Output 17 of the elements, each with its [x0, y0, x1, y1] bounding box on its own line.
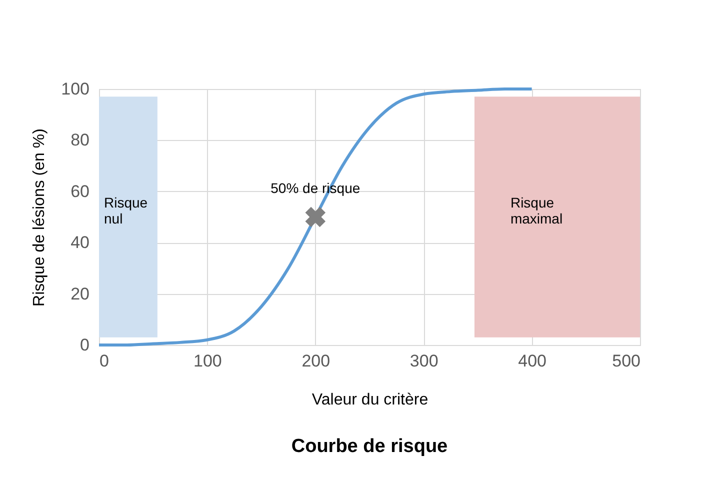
x-tick-label: 400: [518, 352, 546, 370]
y-tick-label: 60: [70, 182, 90, 201]
y-axis-title: Risque de lésions (en %): [31, 128, 48, 306]
y-tick-label: 80: [70, 130, 90, 150]
x-tick-label: 200: [302, 352, 330, 370]
y-tick-label: 40: [70, 233, 90, 252]
x-tick-label: 300: [410, 352, 438, 370]
text: Courbe de risque: [291, 436, 448, 457]
y-tick-label: 100: [61, 80, 90, 98]
band-label: Risque maximal: [510, 194, 563, 227]
x-tick-label: 0: [100, 352, 109, 370]
x-tick-label: 100: [194, 352, 222, 370]
y-tick-label: 20: [70, 284, 90, 304]
x-axis-title: Valeur du critère: [312, 392, 428, 408]
band-label: Risque nul: [104, 194, 148, 227]
x-tick-label: 500: [612, 352, 640, 370]
y-tick-label: 0: [80, 336, 90, 354]
